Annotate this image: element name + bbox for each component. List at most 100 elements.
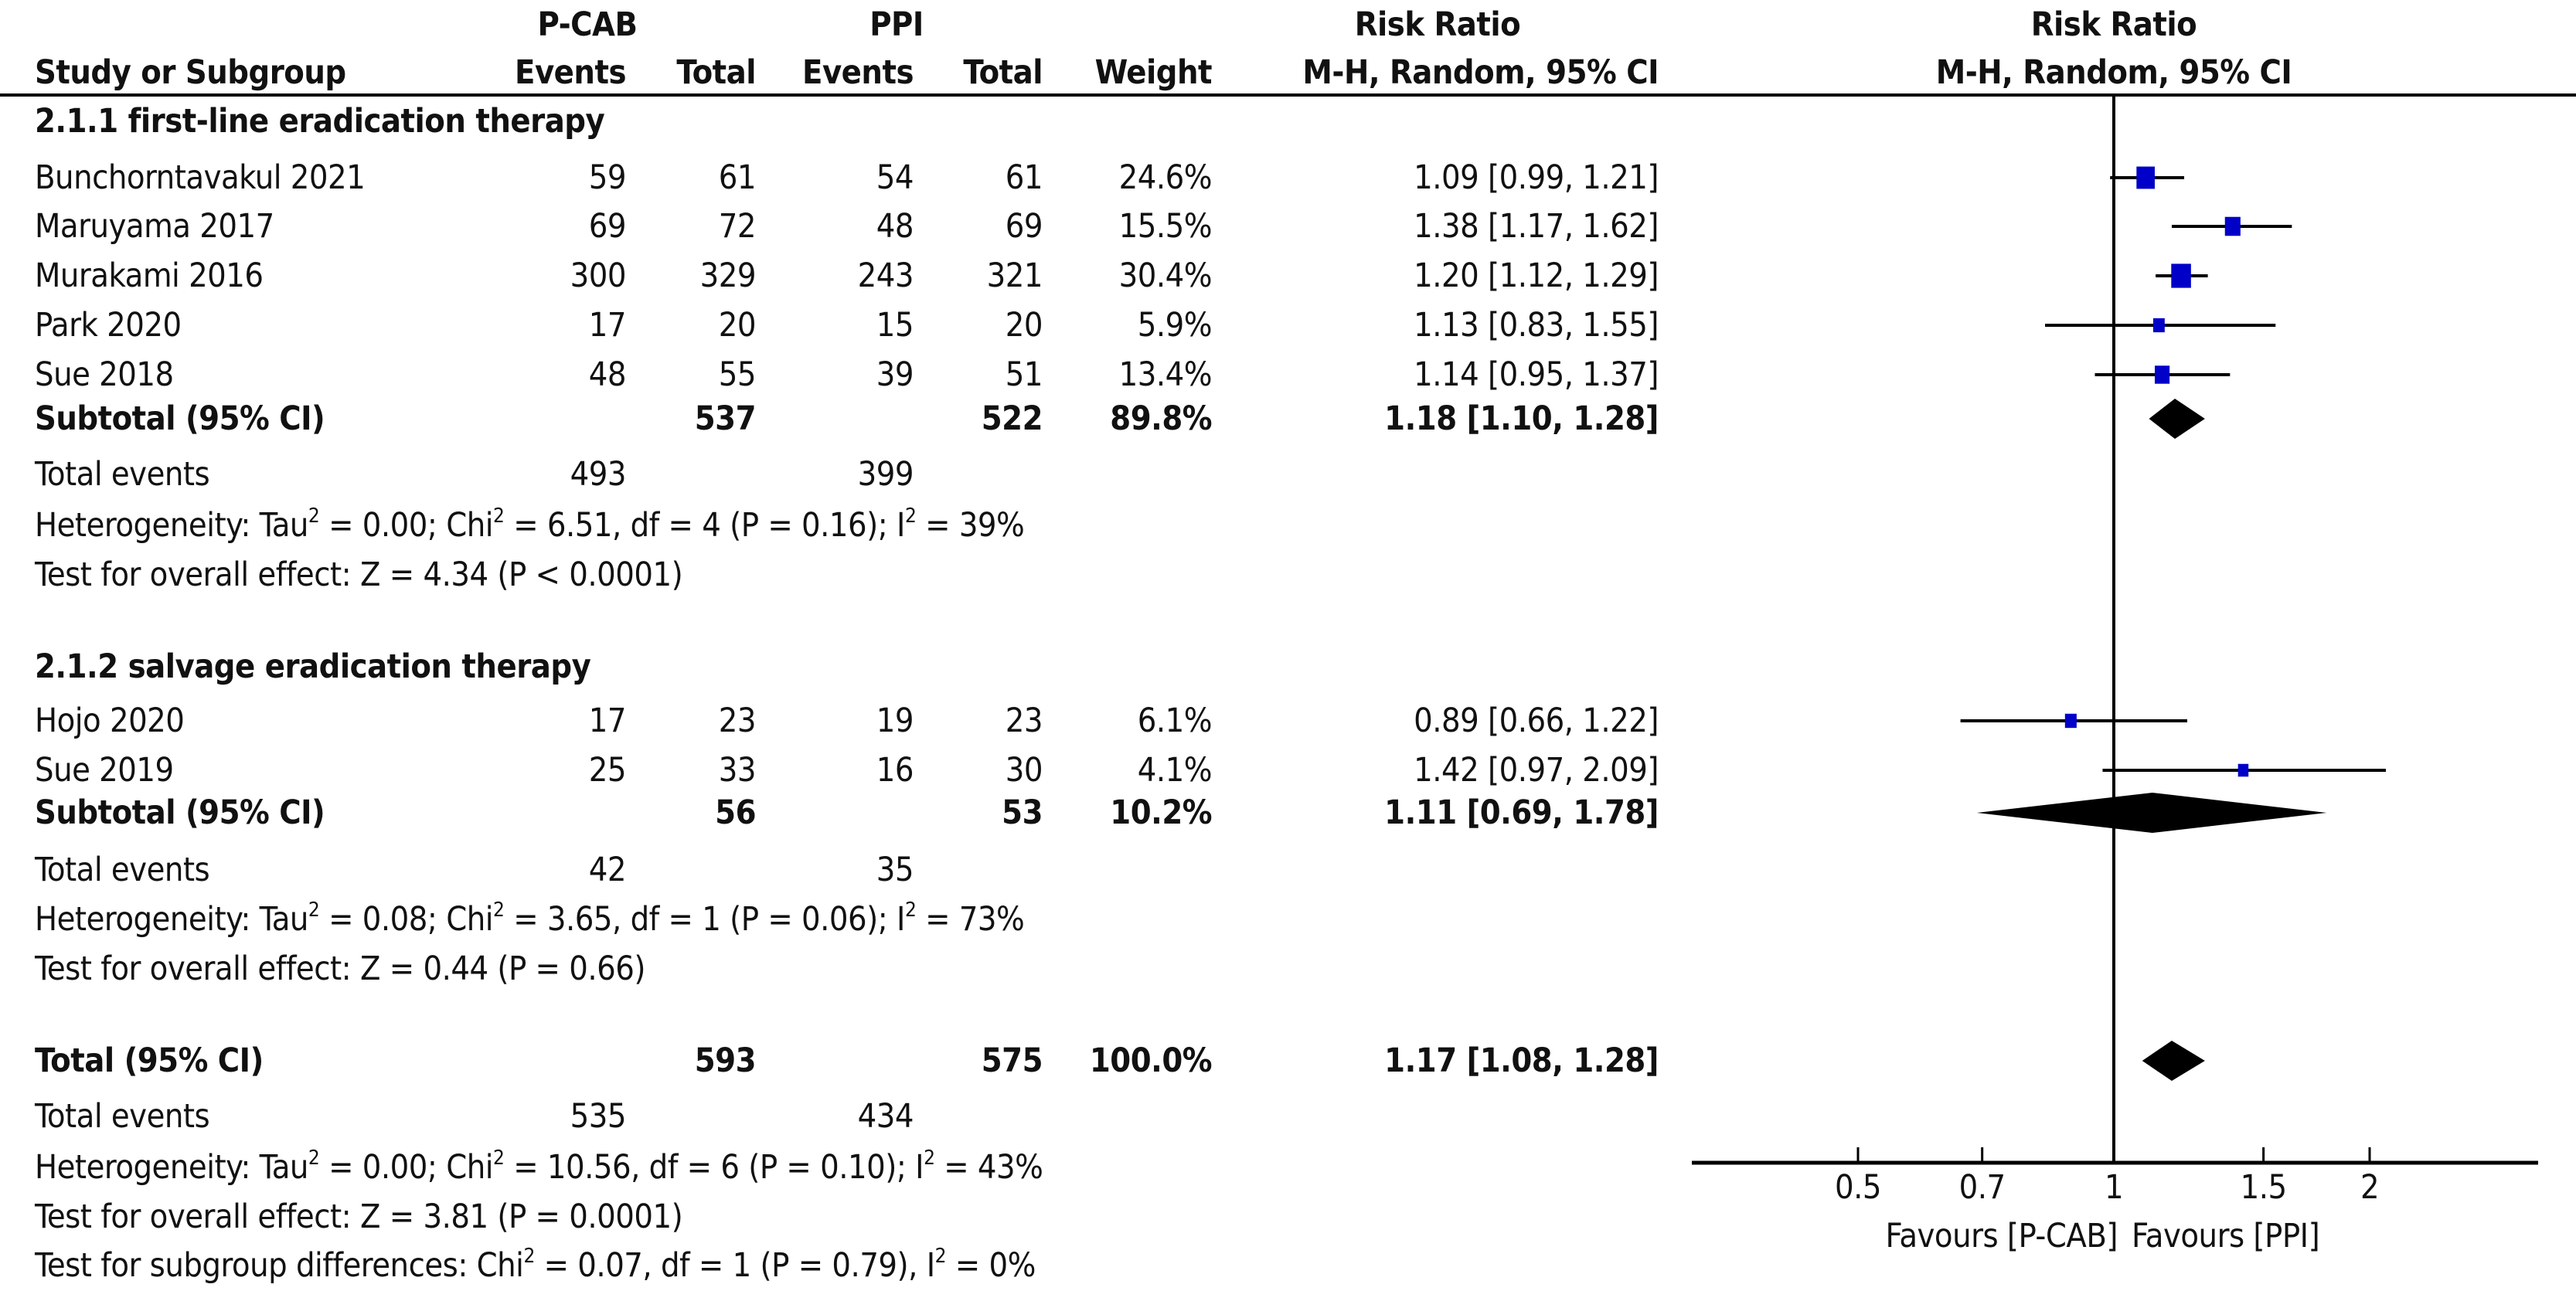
ppi-events: 35 xyxy=(876,851,914,889)
axis-tick-label: 0.5 xyxy=(1835,1168,1882,1207)
header-divider xyxy=(0,93,2576,97)
study-name: Bunchorntavakul 2021 xyxy=(35,158,366,197)
ppi-total: 53 xyxy=(1002,793,1043,832)
risk-ratio-ci: 0.89 [0.66, 1.22] xyxy=(1414,702,1659,740)
subgroup-title: 2.1.2 salvage eradication therapy xyxy=(35,647,591,686)
rr-column-method: M-H, Random, 95% CI xyxy=(1302,53,1659,92)
ppi-events: 434 xyxy=(857,1097,914,1136)
ppi-total: 23 xyxy=(1005,702,1043,740)
total-events-label: Total events xyxy=(35,455,210,494)
weight: 89.8% xyxy=(1110,399,1212,438)
risk-ratio-ci: 1.14 [0.95, 1.37] xyxy=(1414,355,1659,394)
axis-tick-label: 1.5 xyxy=(2240,1168,2288,1207)
pcab-events: 17 xyxy=(588,306,627,345)
ppi-events: 15 xyxy=(876,306,914,345)
weight: 10.2% xyxy=(1110,793,1212,832)
subgroup-differences-text: Test for subgroup differences: Chi2 = 0.… xyxy=(35,1245,1036,1285)
pcab-events: 493 xyxy=(570,455,627,494)
pcab-events: 535 xyxy=(570,1097,627,1136)
risk-ratio-ci: 1.17 [1.08, 1.28] xyxy=(1384,1041,1659,1080)
heterogeneity-text: Heterogeneity: Tau2 = 0.08; Chi2 = 3.65,… xyxy=(35,899,1025,939)
total-events-label: Total events xyxy=(35,1097,210,1136)
ppi-total: 51 xyxy=(1005,355,1043,394)
axis-tick-label: 1 xyxy=(2104,1168,2124,1207)
study-name: Sue 2018 xyxy=(35,355,174,394)
ppi-events: 48 xyxy=(876,207,914,246)
total-events-label: Total events xyxy=(35,851,210,889)
ppi-events: 39 xyxy=(876,355,914,394)
axis-tick-label: 0.7 xyxy=(1958,1168,2006,1207)
pcab-events-header: Events xyxy=(515,53,626,92)
heterogeneity-text: Heterogeneity: Tau2 = 0.00; Chi2 = 10.56… xyxy=(35,1147,1043,1187)
risk-ratio-ci: 1.09 [0.99, 1.21] xyxy=(1414,158,1659,197)
ppi-events: 399 xyxy=(857,455,914,494)
plot-column-title: Risk Ratio xyxy=(2030,5,2197,44)
weight: 30.4% xyxy=(1118,257,1213,295)
ppi-total: 20 xyxy=(1005,306,1043,345)
study-square-marker xyxy=(2237,763,2249,777)
risk-ratio-ci: 1.13 [0.83, 1.55] xyxy=(1414,306,1659,345)
study-square-marker xyxy=(2136,166,2155,189)
group-header-ppi: PPI xyxy=(869,5,924,44)
pooled-diamond xyxy=(1976,793,2327,833)
study-name: Maruyama 2017 xyxy=(35,207,274,246)
pcab-total: 72 xyxy=(718,207,757,246)
study-square-marker xyxy=(2224,216,2241,236)
ppi-total: 61 xyxy=(1005,158,1043,197)
subtotal-label: Subtotal (95% CI) xyxy=(35,399,325,438)
weight: 100.0% xyxy=(1089,1041,1213,1080)
ppi-events: 16 xyxy=(876,751,914,790)
risk-ratio-ci: 1.11 [0.69, 1.78] xyxy=(1384,793,1659,832)
overall-effect-text: Test for overall effect: Z = 0.44 (P = 0… xyxy=(35,950,645,988)
pcab-events: 48 xyxy=(588,355,627,394)
plot-column-method: M-H, Random, 95% CI xyxy=(1935,53,2292,92)
ppi-total: 321 xyxy=(986,257,1043,295)
weight: 6.1% xyxy=(1137,702,1213,740)
risk-ratio-ci: 1.42 [0.97, 2.09] xyxy=(1414,751,1659,790)
pooled-diamond xyxy=(2142,1041,2205,1081)
overall-effect-text: Test for overall effect: Z = 3.81 (P = 0… xyxy=(35,1198,683,1236)
group-header-pcab: P-CAB xyxy=(537,5,638,44)
heterogeneity-text: Heterogeneity: Tau2 = 0.00; Chi2 = 6.51,… xyxy=(35,505,1025,545)
favours-right-label: Favours [PPI] xyxy=(2132,1217,2320,1255)
pcab-events: 300 xyxy=(570,257,627,295)
pcab-events: 25 xyxy=(588,751,627,790)
pcab-total: 33 xyxy=(718,751,757,790)
weight: 15.5% xyxy=(1118,207,1213,246)
ppi-events: 243 xyxy=(857,257,914,295)
weight-header: Weight xyxy=(1094,53,1213,92)
pcab-events: 59 xyxy=(588,158,627,197)
weight: 5.9% xyxy=(1137,306,1213,345)
pcab-total: 55 xyxy=(718,355,757,394)
pcab-total: 537 xyxy=(694,399,757,438)
subtotal-label: Subtotal (95% CI) xyxy=(35,793,325,832)
ppi-events: 19 xyxy=(876,702,914,740)
weight: 4.1% xyxy=(1137,751,1213,790)
study-square-marker xyxy=(2154,365,2170,384)
weight: 13.4% xyxy=(1118,355,1213,394)
ppi-total: 69 xyxy=(1005,207,1043,246)
study-name: Sue 2019 xyxy=(35,751,174,790)
study-square-marker xyxy=(2064,713,2077,729)
pooled-diamond xyxy=(2149,399,2205,439)
pcab-total: 329 xyxy=(699,257,757,295)
risk-ratio-ci: 1.20 [1.12, 1.29] xyxy=(1414,257,1659,295)
pcab-total: 23 xyxy=(718,702,757,740)
favours-left-label: Favours [P-CAB] xyxy=(1885,1217,2118,1255)
pcab-total: 61 xyxy=(718,158,757,197)
total-label: Total (95% CI) xyxy=(35,1041,264,1080)
ppi-events-header: Events xyxy=(802,53,914,92)
pcab-events: 69 xyxy=(588,207,627,246)
rr-column-title: Risk Ratio xyxy=(1354,5,1521,44)
pcab-total: 56 xyxy=(715,793,756,832)
ppi-total-header: Total xyxy=(963,53,1043,92)
ppi-events: 54 xyxy=(876,158,914,197)
overall-effect-text: Test for overall effect: Z = 4.34 (P < 0… xyxy=(35,555,683,594)
pcab-total: 593 xyxy=(694,1041,757,1080)
weight: 24.6% xyxy=(1118,158,1213,197)
pcab-total-header: Total xyxy=(676,53,756,92)
pcab-events: 17 xyxy=(588,702,627,740)
ppi-total: 522 xyxy=(981,399,1043,438)
ppi-total: 575 xyxy=(981,1041,1043,1080)
